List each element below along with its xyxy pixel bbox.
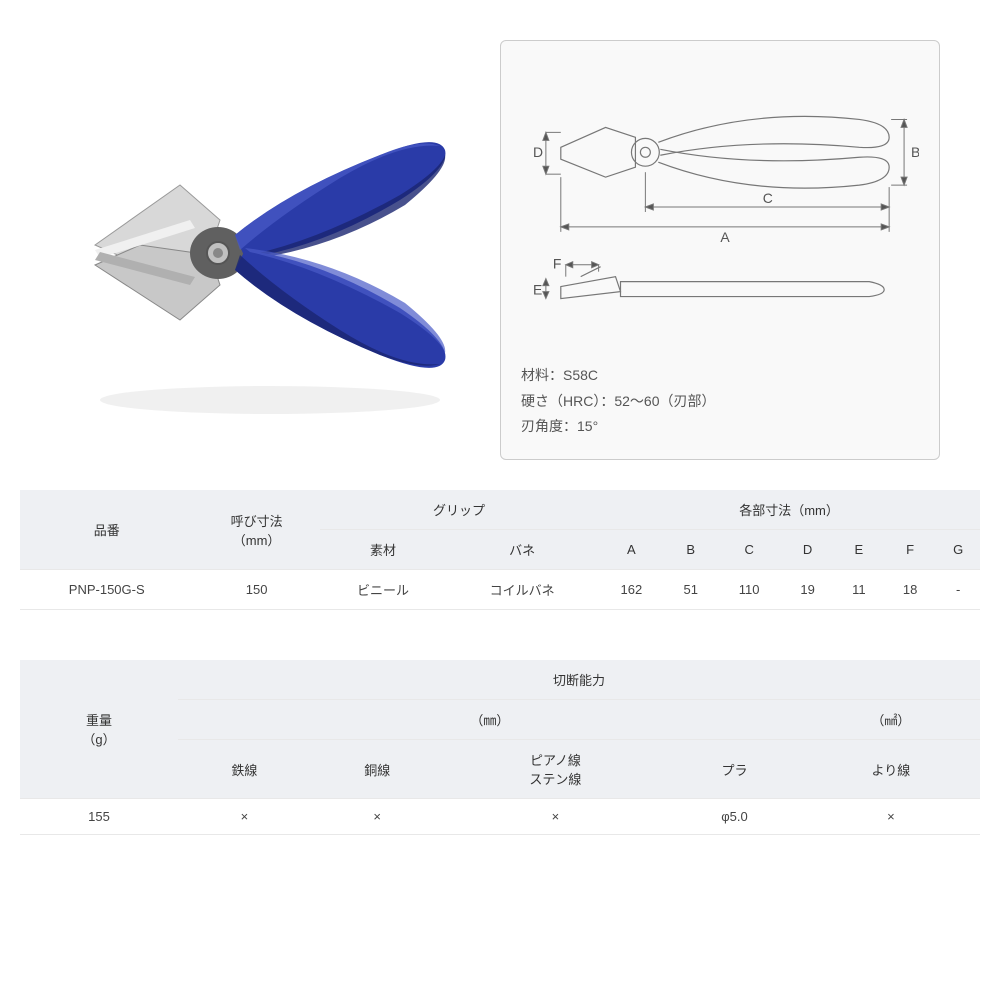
- th-cutting-group: 切断能力: [178, 660, 980, 700]
- th-F: F: [884, 530, 936, 570]
- th-dims-group: 各部寸法（mm）: [598, 490, 980, 530]
- cell-A: 162: [598, 570, 665, 610]
- th-mm: （㎜）: [178, 700, 802, 740]
- cell-iron: ×: [178, 799, 311, 835]
- th-strand: より線: [802, 740, 980, 799]
- cell-part-no: PNP-150G-S: [20, 570, 193, 610]
- cell-B: 51: [665, 570, 717, 610]
- th-part-no: 品番: [20, 490, 193, 570]
- product-image: [20, 40, 480, 460]
- th-G: G: [936, 530, 980, 570]
- dim-F-label: F: [553, 256, 562, 272]
- th-copper: 銅線: [311, 740, 444, 799]
- th-A: A: [598, 530, 665, 570]
- th-plastic: プラ: [667, 740, 802, 799]
- cell-C: 110: [717, 570, 782, 610]
- th-iron: 鉄線: [178, 740, 311, 799]
- dim-B-label: B: [911, 144, 919, 160]
- cell-copper: ×: [311, 799, 444, 835]
- th-mm2: （㎟）: [802, 700, 980, 740]
- th-piano: ピアノ線 ステン線: [444, 740, 668, 799]
- th-nominal: 呼び寸法 （mm）: [193, 490, 319, 570]
- cell-E: 11: [834, 570, 884, 610]
- cell-plastic: φ5.0: [667, 799, 802, 835]
- cell-weight: 155: [20, 799, 178, 835]
- top-area: A C D: [0, 0, 1000, 480]
- cell-G: -: [936, 570, 980, 610]
- th-C: C: [717, 530, 782, 570]
- th-B: B: [665, 530, 717, 570]
- spec-hardness: 硬さ（HRC）：52～60（刃部）: [521, 389, 919, 414]
- th-D: D: [781, 530, 833, 570]
- diagram-spec-text: 材料：S58C 硬さ（HRC）：52～60（刃部） 刃角度：15°: [521, 363, 919, 439]
- cell-piano: ×: [444, 799, 668, 835]
- dimension-diagram-box: A C D: [500, 40, 940, 460]
- cell-strand: ×: [802, 799, 980, 835]
- spec-angle: 刃角度：15°: [521, 414, 919, 439]
- tables-area: 品番 呼び寸法 （mm） グリップ 各部寸法（mm） 素材 バネ A B C D…: [0, 480, 1000, 895]
- spec-table-1: 品番 呼び寸法 （mm） グリップ 各部寸法（mm） 素材 バネ A B C D…: [20, 490, 980, 610]
- spec-material: 材料：S58C: [521, 363, 919, 388]
- pliers-illustration: [40, 70, 460, 430]
- dimension-diagram: A C D: [521, 61, 919, 353]
- dim-A-label: A: [720, 229, 730, 245]
- th-material: 素材: [320, 530, 446, 570]
- cell-spring: コイルバネ: [446, 570, 598, 610]
- dim-E-label: E: [533, 282, 542, 298]
- th-spring: バネ: [446, 530, 598, 570]
- cell-material: ビニール: [320, 570, 446, 610]
- table-row: PNP-150G-S 150 ビニール コイルバネ 162 51 110 19 …: [20, 570, 980, 610]
- cell-nominal: 150: [193, 570, 319, 610]
- dim-C-label: C: [763, 190, 773, 206]
- th-grip-group: グリップ: [320, 490, 598, 530]
- cell-F: 18: [884, 570, 936, 610]
- th-weight: 重量 （g）: [20, 660, 178, 799]
- cell-D: 19: [781, 570, 833, 610]
- table-row: 155 × × × φ5.0 ×: [20, 799, 980, 835]
- dim-D-label: D: [533, 144, 543, 160]
- spec-table-2: 重量 （g） 切断能力 （㎜） （㎟） 鉄線 銅線 ピアノ線 ステン線 プラ よ…: [20, 660, 980, 835]
- th-E: E: [834, 530, 884, 570]
